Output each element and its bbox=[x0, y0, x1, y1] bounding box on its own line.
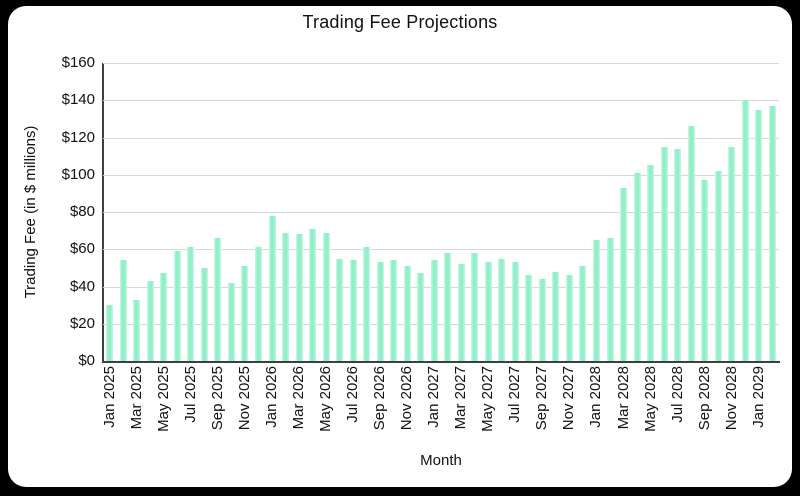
bar-jan-2027 bbox=[430, 260, 438, 361]
bar-nov-2026 bbox=[403, 266, 411, 361]
bar-may-2028 bbox=[647, 165, 655, 361]
chart-title: Trading Fee Projections bbox=[302, 12, 498, 32]
y-axis-line bbox=[102, 63, 104, 363]
x-tick-label: Jul 2026 bbox=[344, 366, 362, 423]
x-tick-label: Jan 2025 bbox=[100, 366, 118, 428]
bar-aug-2026 bbox=[363, 247, 371, 361]
y-tick-label: $60 bbox=[69, 240, 95, 258]
x-tick-label: May 2026 bbox=[317, 366, 335, 432]
bar-jun-2028 bbox=[660, 146, 668, 361]
bar-may-2026 bbox=[322, 232, 330, 361]
x-tick-label: Sep 2025 bbox=[208, 366, 226, 431]
y-tick-label: $80 bbox=[69, 203, 95, 220]
bar-jul-2028 bbox=[674, 148, 682, 361]
bar-mar-2028 bbox=[620, 187, 628, 361]
bar-jul-2026 bbox=[349, 260, 357, 361]
bar-jan-2028 bbox=[592, 239, 600, 361]
x-tick-label: Nov 2026 bbox=[398, 366, 416, 431]
bar-apr-2027 bbox=[471, 252, 479, 361]
bar-apr-2025 bbox=[146, 280, 154, 361]
gridline bbox=[103, 174, 779, 176]
gridline bbox=[103, 212, 779, 213]
bar-nov-2025 bbox=[241, 266, 249, 361]
bar-jun-2025 bbox=[173, 251, 181, 361]
plot-area bbox=[102, 63, 780, 363]
y-tick-label: $160 bbox=[61, 54, 95, 71]
x-tick-label: Sep 2028 bbox=[695, 366, 713, 431]
bar-dec-2026 bbox=[417, 273, 425, 361]
x-tick-label: Jan 2026 bbox=[263, 366, 280, 428]
bar-sep-2028 bbox=[701, 180, 709, 361]
bar-sep-2025 bbox=[214, 238, 222, 361]
x-tick-label: Mar 2025 bbox=[127, 366, 145, 430]
x-tick-label: Nov 2025 bbox=[235, 366, 253, 431]
x-tick-label: Nov 2028 bbox=[722, 366, 740, 431]
x-tick-label: May 2025 bbox=[154, 366, 172, 432]
x-tick-label: Mar 2026 bbox=[290, 366, 308, 430]
bar-oct-2027 bbox=[552, 271, 560, 361]
bar-oct-2026 bbox=[390, 260, 398, 361]
x-tick-label: Jan 2028 bbox=[587, 366, 605, 428]
bar-feb-2028 bbox=[606, 238, 614, 361]
x-tick-label: Jul 2025 bbox=[181, 366, 199, 423]
y-tick-label: $120 bbox=[61, 128, 95, 146]
bar-dec-2025 bbox=[254, 247, 262, 361]
bar-may-2027 bbox=[484, 262, 492, 361]
bar-mar-2025 bbox=[133, 299, 141, 361]
bar-oct-2028 bbox=[714, 171, 722, 361]
x-tick-label: Mar 2028 bbox=[614, 366, 632, 430]
bar-aug-2028 bbox=[687, 126, 695, 361]
x-axis-line bbox=[102, 361, 780, 363]
bar-jul-2025 bbox=[187, 247, 195, 361]
x-tick-label: Jul 2027 bbox=[506, 366, 524, 423]
bar-feb-2025 bbox=[119, 260, 127, 361]
y-tick-label: $40 bbox=[69, 277, 95, 295]
bar-may-2025 bbox=[160, 273, 168, 361]
bar-feb-2026 bbox=[282, 232, 290, 361]
x-tick-label: Nov 2027 bbox=[560, 366, 578, 431]
bar-feb-2027 bbox=[444, 252, 452, 361]
bar-dec-2027 bbox=[579, 266, 587, 361]
bar-nov-2027 bbox=[565, 275, 573, 361]
bar-mar-2026 bbox=[295, 234, 303, 361]
y-tick-label: $20 bbox=[69, 314, 95, 332]
gridline bbox=[103, 100, 779, 102]
bar-jun-2026 bbox=[336, 258, 344, 361]
gridline bbox=[103, 323, 779, 325]
bar-sep-2026 bbox=[376, 262, 384, 361]
bar-mar-2027 bbox=[457, 264, 465, 361]
gridline bbox=[103, 286, 779, 288]
y-tick-label: $0 bbox=[78, 352, 95, 369]
bar-sep-2027 bbox=[538, 279, 546, 361]
x-tick-label: Sep 2027 bbox=[533, 366, 551, 431]
x-axis-title: Month bbox=[420, 452, 462, 469]
gridline bbox=[103, 249, 779, 251]
bar-jan-2026 bbox=[268, 215, 276, 361]
bar-dec-2028 bbox=[741, 100, 749, 361]
bar-aug-2025 bbox=[200, 267, 208, 361]
bar-aug-2027 bbox=[525, 275, 533, 361]
gridline bbox=[103, 137, 779, 139]
x-tick-label: May 2028 bbox=[641, 366, 659, 432]
gridline bbox=[103, 63, 779, 64]
bar-oct-2025 bbox=[227, 282, 235, 361]
x-tick-label: Sep 2026 bbox=[371, 366, 389, 431]
bar-jun-2027 bbox=[498, 258, 506, 361]
bar-apr-2028 bbox=[633, 172, 641, 361]
y-tick-label: $140 bbox=[61, 91, 95, 109]
y-tick-label: $100 bbox=[61, 165, 95, 183]
bar-jan-2029 bbox=[755, 109, 763, 361]
x-tick-label: Jan 2029 bbox=[749, 366, 767, 428]
bar-feb-2029 bbox=[768, 105, 776, 361]
x-tick-label: May 2027 bbox=[479, 366, 497, 432]
x-tick-label: Jan 2027 bbox=[425, 366, 443, 428]
bar-apr-2026 bbox=[309, 228, 317, 361]
bar-jul-2027 bbox=[511, 262, 519, 361]
bar-nov-2028 bbox=[728, 146, 736, 361]
x-tick-label: Mar 2027 bbox=[452, 366, 470, 430]
bar-jan-2025 bbox=[106, 305, 114, 361]
x-tick-label: Jul 2028 bbox=[668, 366, 686, 423]
